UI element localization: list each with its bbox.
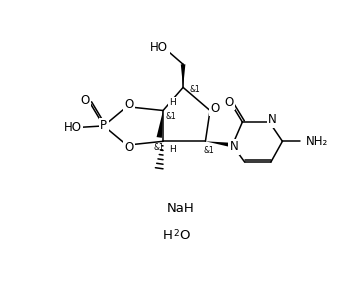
Text: P: P	[100, 119, 107, 132]
Polygon shape	[181, 64, 186, 87]
Text: O: O	[125, 141, 134, 154]
Text: O: O	[210, 102, 219, 115]
Text: &1: &1	[154, 143, 165, 152]
Text: H: H	[169, 98, 176, 107]
Text: &1: &1	[189, 85, 200, 94]
Text: O: O	[225, 95, 234, 109]
Text: N: N	[230, 140, 238, 153]
Text: &1: &1	[165, 112, 176, 121]
Text: H: H	[162, 229, 172, 242]
Polygon shape	[157, 110, 163, 138]
Text: &1: &1	[204, 146, 215, 155]
Polygon shape	[205, 141, 233, 147]
Text: HO: HO	[150, 41, 168, 54]
Text: 2: 2	[174, 229, 179, 238]
Text: O: O	[80, 94, 89, 107]
Text: O: O	[125, 98, 134, 111]
Text: NaH: NaH	[167, 202, 195, 215]
Text: NH₂: NH₂	[306, 135, 329, 148]
Text: N: N	[268, 113, 277, 126]
Text: O: O	[179, 229, 190, 242]
Text: HO: HO	[64, 121, 82, 134]
Text: H: H	[169, 145, 176, 154]
